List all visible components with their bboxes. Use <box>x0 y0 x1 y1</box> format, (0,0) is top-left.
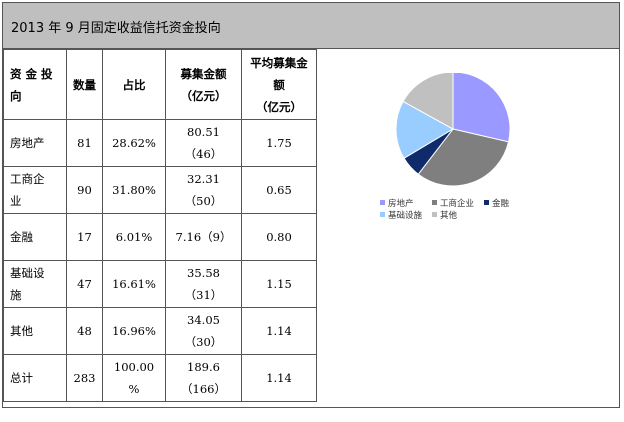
cell-count: 48 <box>66 307 103 355</box>
cell-share: 31.80% <box>102 166 166 214</box>
cell-direction: 工商企业 <box>3 166 67 214</box>
legend-label: 基础设施 <box>388 210 423 221</box>
legend-label: 房地产 <box>388 198 414 209</box>
table-row: 工商企业 90 31.80% 32.31 （50） 0.65 <box>3 166 317 214</box>
header-cell-share: 占比 <box>102 49 166 120</box>
title-bar: 2013 年 9 月固定收益信托资金投向 <box>3 3 619 49</box>
pie-slice <box>417 128 510 187</box>
header-row: 资 金 投 向 数量 占比 募集金额 （亿元） 平均募集金 额 （亿元） <box>3 49 317 120</box>
figure-frame: 2013 年 9 月固定收益信托资金投向 资 金 投 向 数量 占比 募集金额 … <box>2 2 620 408</box>
cell-amount: 34.05 （30） <box>165 307 242 355</box>
header-cell-amount: 募集金额 （亿元） <box>165 49 242 120</box>
table-row: 其他 48 16.96% 34.05 （30） 1.14 <box>3 307 317 355</box>
cell-amount: 7.16（9） <box>165 213 242 261</box>
legend-swatch <box>432 200 437 205</box>
cell-share: 28.62% <box>102 119 166 167</box>
pie-slice <box>452 73 511 143</box>
cell-direction: 房地产 <box>3 119 67 167</box>
cell-avg: 1.14 <box>241 307 317 355</box>
legend-swatch <box>380 200 385 205</box>
legend-label: 其他 <box>440 210 458 221</box>
cell-count: 47 <box>66 260 103 308</box>
cell-amount: 80.51 （46） <box>165 119 242 167</box>
pie-slice <box>402 73 454 130</box>
legend-swatch <box>432 212 437 217</box>
cell-direction: 总计 <box>3 354 67 402</box>
data-table: 资 金 投 向 数量 占比 募集金额 （亿元） 平均募集金 额 （亿元） 房地产… <box>3 49 317 402</box>
cell-share: 6.01% <box>102 213 166 261</box>
table-row: 房地产 81 28.62% 80.51 （46） 1.75 <box>3 119 317 167</box>
cell-avg: 1.14 <box>241 354 317 402</box>
cell-direction: 金融 <box>3 213 67 261</box>
cell-count: 90 <box>66 166 103 214</box>
cell-amount: 189.6 （166） <box>165 354 242 402</box>
cell-count: 81 <box>66 119 103 167</box>
cell-amount: 32.31 （50） <box>165 166 242 214</box>
legend-swatch <box>380 212 385 217</box>
cell-amount: 35.58 （31） <box>165 260 242 308</box>
cell-share: 16.96% <box>102 307 166 355</box>
legend-label: 工商企业 <box>440 198 474 209</box>
legend-label: 金融 <box>492 198 510 209</box>
cell-avg: 0.65 <box>241 166 317 214</box>
cell-avg: 1.15 <box>241 260 317 308</box>
table-row: 总计 283 100.00% 189.6 （166） 1.14 <box>3 354 317 402</box>
cell-avg: 0.80 <box>241 213 317 261</box>
cell-share: 100.00% <box>102 354 166 402</box>
cell-avg: 1.75 <box>241 119 317 167</box>
pie-slice <box>395 100 455 159</box>
legend-swatch <box>484 200 489 205</box>
table-row: 基础设施 47 16.61% 35.58 （31） 1.15 <box>3 260 317 308</box>
page-title: 2013 年 9 月固定收益信托资金投向 <box>11 21 221 36</box>
cell-direction: 其他 <box>3 307 67 355</box>
header-cell-direction: 资 金 投 向 <box>3 49 67 120</box>
cell-count: 17 <box>66 213 103 261</box>
cell-share: 16.61% <box>102 260 166 308</box>
cell-count: 283 <box>66 354 103 402</box>
table-row: 金融 17 6.01% 7.16（9） 0.80 <box>3 213 317 261</box>
cell-direction: 基础设施 <box>3 260 67 308</box>
header-cell-avg: 平均募集金 额 （亿元） <box>241 49 317 120</box>
header-cell-count: 数量 <box>66 49 103 120</box>
